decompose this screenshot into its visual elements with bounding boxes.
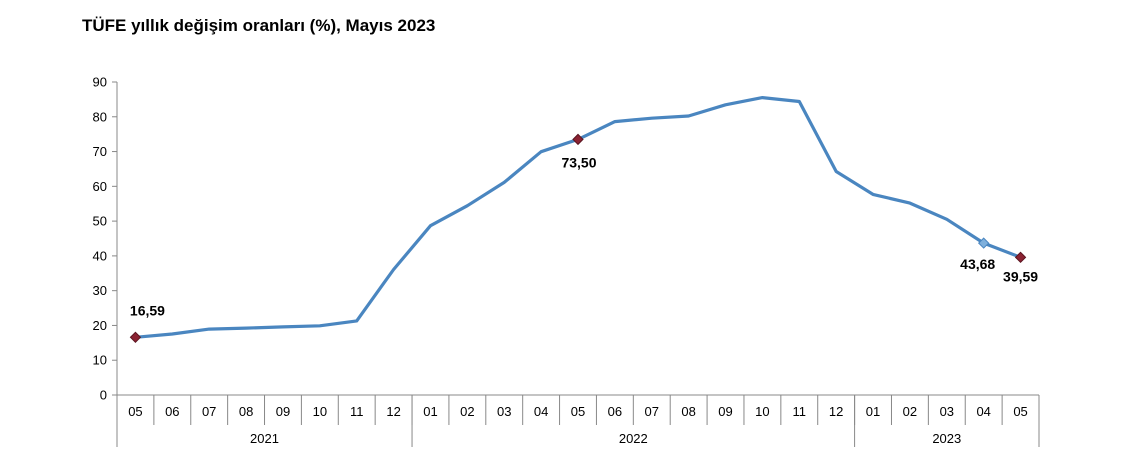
x-tick-label: 05 (1013, 404, 1027, 419)
x-tick-label: 02 (460, 404, 474, 419)
y-tick-label: 90 (93, 75, 107, 90)
x-tick-label: 09 (718, 404, 732, 419)
year-label: 2021 (250, 431, 279, 446)
x-tick-label: 01 (866, 404, 880, 419)
data-point-marker (129, 331, 142, 344)
data-label: 16,59 (130, 302, 165, 318)
data-point-marker (572, 133, 584, 146)
x-tick-label: 03 (940, 404, 954, 419)
y-tick-label: 30 (93, 283, 107, 298)
x-tick-label: 08 (239, 404, 253, 419)
series-line (133, 95, 1023, 339)
x-tick-label: 10 (313, 404, 327, 419)
x-tick-label: 11 (350, 404, 364, 419)
x-tick-label: 12 (386, 404, 400, 419)
year-label: 2022 (619, 431, 648, 446)
x-tick-label: 03 (497, 404, 511, 419)
y-tick-label: 20 (93, 318, 107, 333)
x-tick-label: 08 (681, 404, 695, 419)
x-tick-label: 01 (423, 404, 437, 419)
y-tick-label: 0 (100, 388, 107, 403)
x-tick-label: 09 (276, 404, 290, 419)
x-tick-label: 11 (793, 404, 807, 419)
data-label: 73,50 (561, 154, 596, 170)
x-tick-label: 05 (128, 404, 142, 419)
x-tick-label: 02 (903, 404, 917, 419)
chart-title: TÜFE yıllık değişim oranları (%), Mayıs … (82, 16, 436, 35)
x-tick-label: 10 (755, 404, 769, 419)
data-label: 39,59 (1003, 268, 1038, 284)
data-label: 43,68 (960, 256, 995, 272)
x-tick-label: 05 (571, 404, 585, 419)
data-point-marker (1014, 251, 1027, 264)
y-tick-label: 70 (93, 144, 107, 159)
data-point-marker (977, 237, 990, 249)
x-tick-label: 12 (829, 404, 843, 419)
y-tick-label: 40 (93, 248, 107, 263)
y-tick-label: 60 (93, 179, 107, 194)
year-label: 2023 (932, 431, 961, 446)
y-tick-label: 50 (93, 214, 107, 229)
x-tick-label: 06 (608, 404, 622, 419)
x-tick-label: 07 (645, 404, 659, 419)
y-tick-label: 10 (93, 353, 107, 368)
y-tick-label: 80 (93, 109, 107, 124)
x-tick-label: 04 (534, 404, 548, 419)
x-tick-label: 04 (976, 404, 990, 419)
x-tick-label: 06 (165, 404, 179, 419)
x-tick-label: 07 (202, 404, 216, 419)
